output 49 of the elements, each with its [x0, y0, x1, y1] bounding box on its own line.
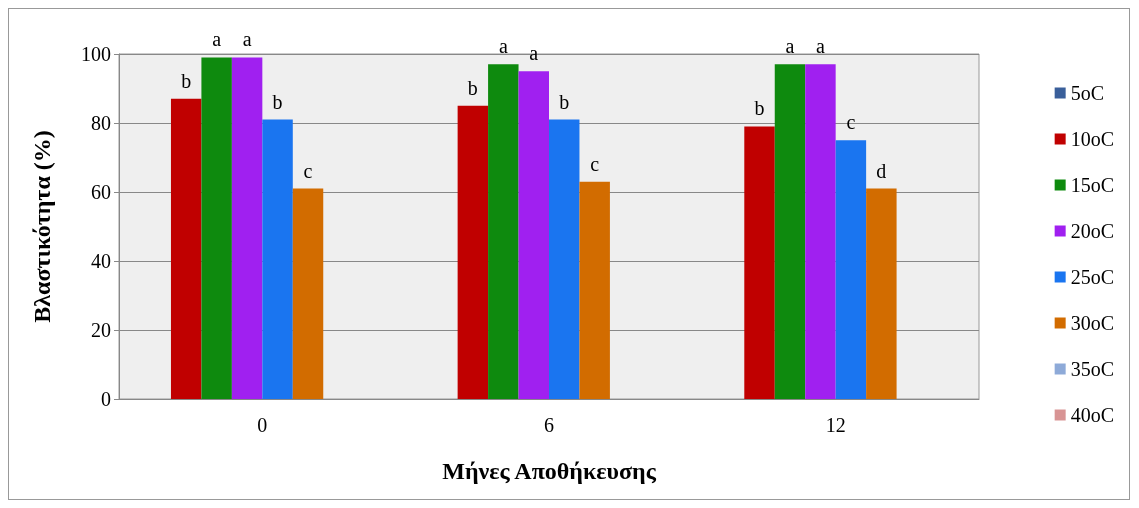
- y-tick-label: 100: [81, 43, 111, 65]
- bar: [292, 188, 324, 399]
- bar: [805, 64, 836, 399]
- bar: [835, 140, 867, 399]
- legend-label: 30oC: [1070, 312, 1114, 334]
- data-label: d: [876, 159, 887, 182]
- x-tick-label: 12: [825, 414, 846, 436]
- bar: [231, 57, 263, 399]
- data-label: a: [529, 42, 539, 65]
- legend-label: 35oC: [1070, 358, 1114, 380]
- y-tick-label: 80: [91, 112, 111, 134]
- y-axis-title: Βλαστικότητα (%): [29, 130, 55, 323]
- legend-label: 10oC: [1070, 128, 1114, 150]
- legend-label: 20oC: [1070, 220, 1114, 242]
- y-tick-label: 40: [91, 250, 111, 272]
- bar: [262, 119, 293, 399]
- x-tick-label: 0: [257, 414, 268, 436]
- legend-label: 15oC: [1070, 174, 1114, 196]
- bar: [518, 71, 549, 399]
- data-label: b: [754, 97, 765, 120]
- data-label: a: [242, 28, 252, 51]
- bar: [744, 126, 775, 399]
- bar: [201, 57, 232, 399]
- data-label: a: [785, 35, 795, 58]
- y-tick-label: 60: [91, 181, 111, 203]
- y-tick-label: 20: [91, 319, 111, 341]
- bar: [457, 105, 489, 399]
- bar: [488, 64, 519, 399]
- data-label: a: [212, 28, 222, 51]
- bar: [170, 98, 202, 399]
- data-label: a: [815, 35, 825, 58]
- data-label: b: [272, 90, 283, 113]
- data-label: c: [846, 111, 856, 134]
- x-axis-title: Μήνες Αποθήκευσης: [442, 458, 657, 484]
- legend-label: 25oC: [1070, 266, 1114, 288]
- bar: [549, 119, 580, 399]
- y-tick-label: 0: [101, 388, 111, 410]
- bar: [774, 64, 806, 399]
- data-label: c: [303, 159, 313, 182]
- data-label: a: [498, 35, 508, 58]
- data-label: c: [590, 152, 600, 175]
- data-label: b: [559, 90, 570, 113]
- data-label: b: [181, 69, 192, 92]
- data-label: b: [467, 76, 478, 99]
- x-tick-label: 6: [544, 414, 554, 436]
- bar: [579, 181, 610, 399]
- legend-label: 40oC: [1070, 404, 1114, 426]
- legend-label: 5oC: [1070, 82, 1104, 104]
- bar: [866, 188, 897, 399]
